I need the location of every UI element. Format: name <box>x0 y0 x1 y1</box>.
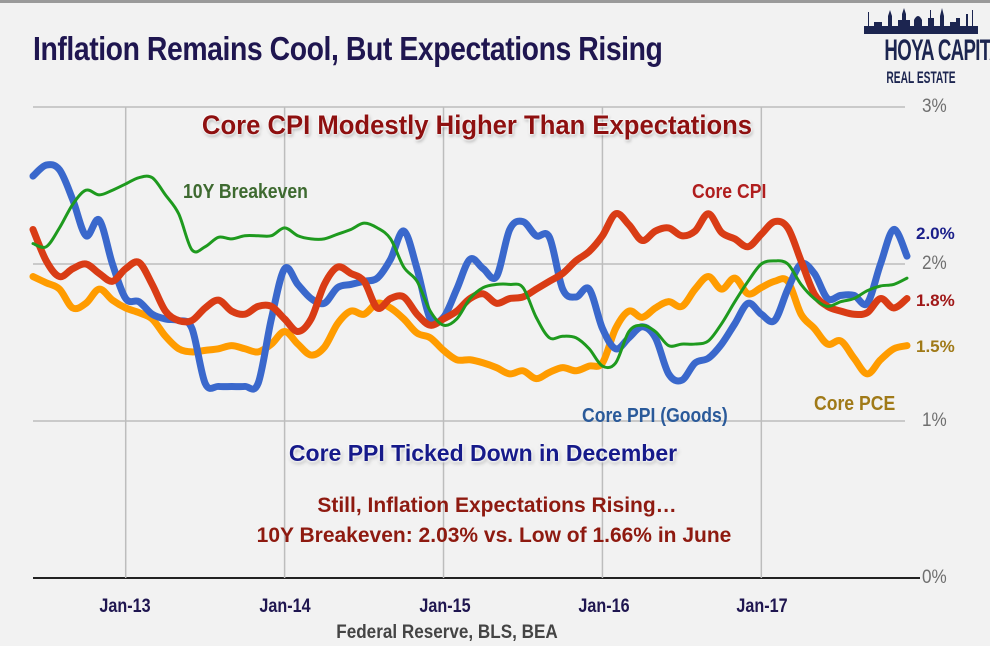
x-tick-label: Jan-16 <box>578 596 630 617</box>
ppi-end-value-label: 2.0% <box>916 224 955 243</box>
cpi-series-label: Core CPI <box>692 181 767 203</box>
expectations-annotation-line1: Still, Inflation Expectations Rising… <box>317 494 677 517</box>
ppi-series-label: Core PPI (Goods) <box>582 405 728 427</box>
pce-end-value-label: 1.5% <box>916 337 955 356</box>
y-tick-label: 3% <box>922 96 947 117</box>
x-tick-label: Jan-17 <box>736 596 788 617</box>
x-tick-label: Jan-14 <box>259 596 311 617</box>
top-border <box>0 0 990 3</box>
y-tick-label: 2% <box>922 253 947 274</box>
source-note: Federal Reserve, BLS, BEA <box>336 622 558 643</box>
headline-annotation: Core CPI Modestly Higher Than Expectatio… <box>201 110 753 140</box>
logo: HOYA CAPITAL REAL ESTATE <box>862 4 990 92</box>
y-tick-label: 1% <box>922 410 947 431</box>
series-line-core-pce <box>29 273 911 383</box>
pce-series-label: Core PCE <box>814 393 896 415</box>
cpi-end-value-label: 1.8% <box>916 291 955 310</box>
breakeven-series-label: 10Y Breakeven <box>183 181 308 203</box>
y-tick-label: 0% <box>922 567 947 588</box>
chart-title: Inflation Remains Cool, But Expectations… <box>33 30 663 67</box>
ppi-annotation: Core PPI Ticked Down in December <box>288 440 678 466</box>
x-tick-label: Jan-15 <box>419 596 471 617</box>
x-tick-label: Jan-13 <box>99 596 151 617</box>
skyline-icon <box>864 8 978 34</box>
series-line-core-ppi-goods <box>29 161 911 393</box>
expectations-annotation-line2: 10Y Breakeven: 2.03% vs. Low of 1.66% in… <box>256 524 732 547</box>
logo-text-sub: REAL ESTATE <box>886 68 956 87</box>
series-line-10y-breakeven <box>31 174 909 370</box>
